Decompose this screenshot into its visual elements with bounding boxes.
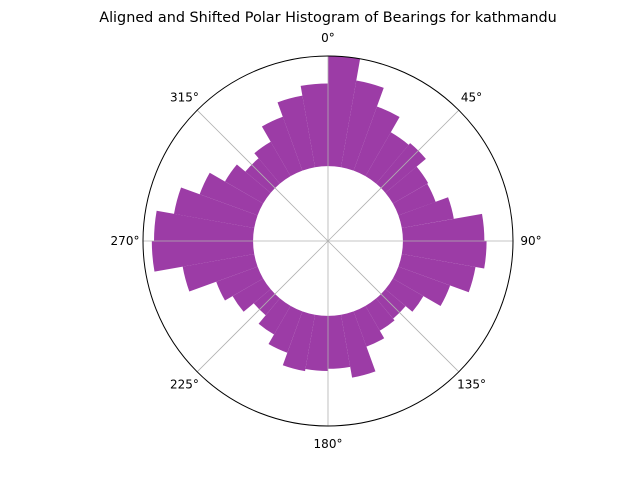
histogram-bar bbox=[258, 298, 291, 335]
histogram-bar bbox=[277, 95, 315, 171]
histogram-bar bbox=[401, 241, 487, 269]
theta-tick-label: 45° bbox=[461, 90, 482, 104]
theta-grid-line bbox=[196, 109, 329, 242]
histogram-bar bbox=[341, 311, 376, 378]
histogram-bar bbox=[199, 172, 264, 216]
histogram-bar bbox=[385, 166, 429, 204]
theta-grid-line bbox=[327, 240, 460, 373]
histogram-bar bbox=[216, 266, 264, 301]
theta-tick-label: 270° bbox=[111, 234, 140, 248]
theta-tick-label: 225° bbox=[170, 378, 199, 392]
histogram-bar bbox=[401, 213, 485, 241]
histogram-bar bbox=[353, 305, 385, 347]
histogram-bar bbox=[385, 278, 424, 312]
histogram-bar bbox=[182, 254, 258, 292]
histogram-bar bbox=[224, 164, 271, 204]
theta-tick-label: 135° bbox=[457, 378, 486, 392]
theta-tick-label: 0° bbox=[321, 31, 335, 45]
histogram-bar bbox=[365, 132, 409, 184]
histogram-bar bbox=[154, 210, 255, 241]
grid-layer bbox=[143, 56, 513, 426]
chart-title: Aligned and Shifted Polar Histogram of B… bbox=[99, 10, 557, 26]
histogram-bar bbox=[398, 254, 476, 293]
histogram-bar bbox=[392, 266, 451, 306]
polar-axis-frame bbox=[142, 55, 514, 427]
histogram-bar bbox=[328, 314, 351, 369]
histogram-bar bbox=[282, 311, 315, 372]
bars-layer bbox=[151, 56, 487, 378]
histogram-bar bbox=[261, 116, 303, 177]
histogram-bar bbox=[268, 305, 303, 353]
theta-tick-labels: 0° 45° 90° 135° 180° 225° 270° 315° bbox=[111, 31, 542, 451]
histogram-bar bbox=[398, 197, 454, 228]
histogram-bar bbox=[341, 80, 384, 171]
histogram-bar bbox=[174, 187, 258, 228]
histogram-bar bbox=[328, 56, 361, 168]
histogram-bar bbox=[353, 106, 400, 177]
theta-grid-line bbox=[327, 109, 460, 242]
histogram-bar bbox=[232, 278, 271, 312]
histogram-bar bbox=[392, 183, 436, 216]
histogram-bar bbox=[300, 83, 328, 168]
theta-tick-label: 315° bbox=[170, 90, 199, 104]
theta-grid-line bbox=[196, 240, 329, 373]
histogram-bar bbox=[305, 314, 328, 371]
histogram-bar bbox=[365, 298, 395, 331]
histogram-bar bbox=[151, 241, 255, 272]
histogram-bar bbox=[254, 141, 291, 184]
theta-tick-label: 180° bbox=[314, 437, 343, 451]
theta-tick-label: 90° bbox=[520, 234, 541, 248]
